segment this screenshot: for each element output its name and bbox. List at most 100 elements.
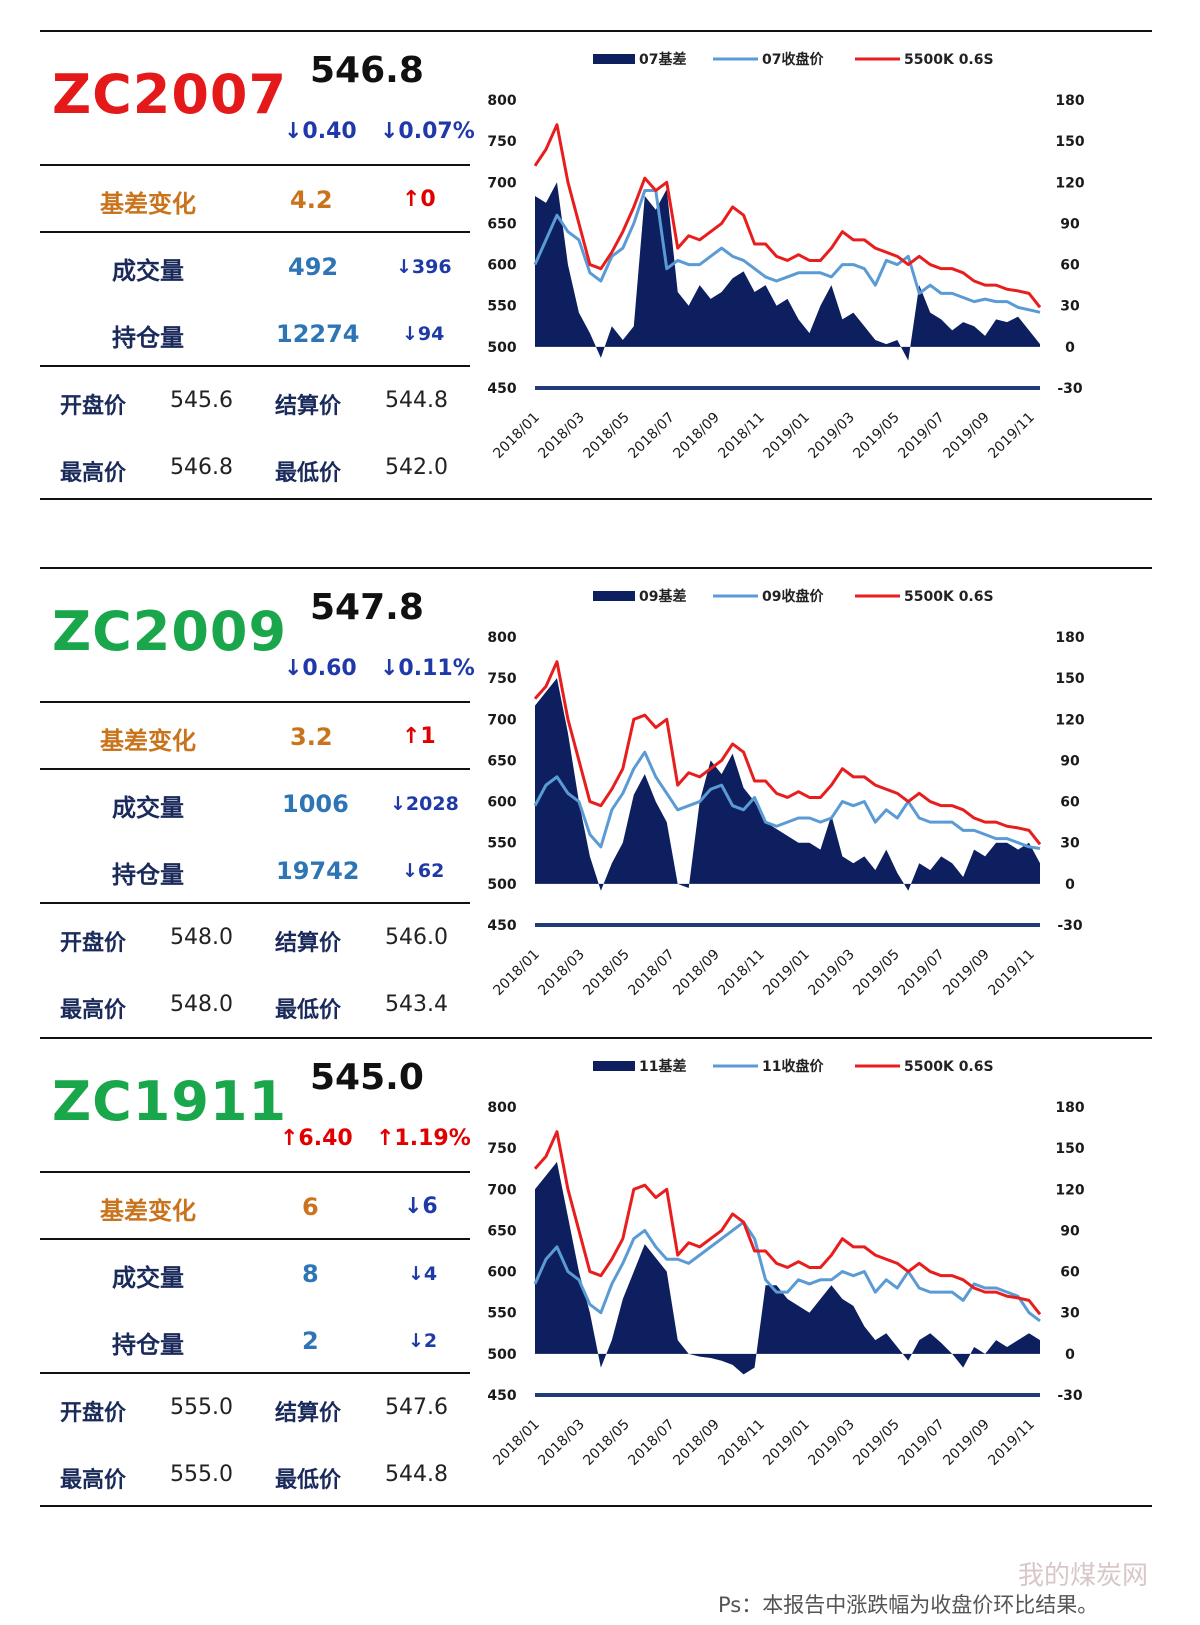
y-right-tick-label: 90: [1060, 216, 1080, 232]
basis-change-delta: ↑0: [402, 187, 436, 212]
open-price-label: 开盘价: [60, 931, 127, 956]
y-right-tick-label: 0: [1065, 1347, 1075, 1363]
section-rule: [40, 1171, 470, 1173]
x-tick-label: 2018/03: [535, 1417, 587, 1469]
x-tick-label: 2018/05: [580, 1417, 632, 1469]
settle-price-label: 结算价: [275, 931, 342, 956]
series-close-line: [533, 189, 1041, 314]
x-tick-label: 2018/07: [625, 947, 677, 999]
y-right-tick-label: 30: [1060, 1306, 1080, 1322]
volume-value: 8: [302, 1260, 319, 1288]
y-right-tick-label: 90: [1060, 1223, 1080, 1239]
panel-bottom-rule: [40, 498, 1152, 500]
section-rule: [40, 1372, 470, 1374]
basis-change-value: 4.2: [290, 186, 333, 214]
contract-panel-zc1911: ZC1911 545.0 ↑6.40 ↑1.19% 基差变化 6 ↓6 成交量 …: [40, 1007, 1160, 1527]
low-price-value: 542.0: [385, 455, 448, 480]
x-tick-label: 2019/01: [760, 947, 812, 999]
open-price-value: 548.0: [170, 925, 233, 950]
y-right-tick-label: 60: [1060, 1265, 1080, 1281]
y-right-tick-label: -30: [1057, 918, 1083, 934]
y-left-tick-label: 750: [487, 1141, 516, 1157]
y-right-tick-label: 90: [1060, 753, 1080, 769]
legend-swatch: [593, 1061, 635, 1071]
section-rule: [40, 701, 470, 703]
low-price-value: 543.4: [385, 992, 448, 1017]
settle-price-value: 546.0: [385, 925, 448, 950]
y-left-tick-label: 550: [487, 1306, 516, 1322]
y-right-tick-label: 150: [1055, 134, 1084, 150]
series-close-line: [533, 1220, 1041, 1323]
open-interest-delta: ↓2: [408, 1330, 438, 1352]
x-tick-label: 2018/01: [490, 410, 542, 462]
last-price: 545.0: [310, 1057, 424, 1098]
legend-label: 11收盘价: [762, 1058, 824, 1075]
x-tick-label: 2019/07: [895, 1417, 947, 1469]
section-rule: [40, 1238, 470, 1240]
series-basis-area: [535, 1161, 1040, 1375]
last-price: 547.8: [310, 587, 424, 628]
settle-price-label: 结算价: [275, 394, 342, 419]
y-left-tick-label: 800: [487, 1100, 516, 1116]
contract-code: ZC2007: [52, 63, 288, 126]
section-rule: [40, 902, 470, 904]
x-tick-label: 2018/05: [580, 410, 632, 462]
volume-label: 成交量: [112, 257, 184, 285]
y-right-tick-label: 30: [1060, 299, 1080, 315]
settle-price-value: 544.8: [385, 388, 448, 413]
basis-change-delta: ↓6: [404, 1194, 438, 1219]
y-left-tick-label: 800: [487, 630, 516, 646]
x-tick-label: 2019/01: [760, 1417, 812, 1469]
contract-code: ZC1911: [52, 1070, 288, 1133]
volume-delta: ↓2028: [390, 793, 459, 815]
y-left-tick-label: 750: [487, 671, 516, 687]
y-left-tick-label: 450: [487, 1388, 516, 1404]
y-left-tick-label: 650: [487, 753, 516, 769]
section-rule: [40, 164, 470, 166]
low-price-label: 最低价: [275, 461, 342, 486]
x-tick-label: 2018/09: [670, 947, 722, 999]
price-change-pct: ↓0.07%: [380, 119, 475, 144]
open-interest-delta: ↓94: [402, 323, 445, 345]
open-interest-label: 持仓量: [112, 324, 184, 352]
x-tick-label: 2018/11: [715, 1417, 767, 1469]
x-tick-label: 2019/09: [940, 947, 992, 999]
basis-chart-zc2007: 07基差 07收盘价 5500K 0.6S450500550600650700750…: [487, 51, 1084, 462]
y-right-tick-label: 180: [1055, 630, 1084, 646]
y-left-tick-label: 700: [487, 712, 516, 728]
y-left-tick-label: 450: [487, 918, 516, 934]
legend-swatch: [593, 591, 635, 601]
x-tick-label: 2019/05: [850, 410, 902, 462]
series-basis-area: [535, 182, 1040, 361]
volume-delta: ↓396: [396, 256, 452, 278]
y-right-tick-label: 150: [1055, 671, 1084, 687]
x-tick-label: 2019/03: [805, 410, 857, 462]
y-left-tick-label: 550: [487, 299, 516, 315]
high-price-label: 最高价: [60, 461, 127, 486]
contract-panel-zc2009: ZC2009 547.8 ↓0.60 ↓0.11% 基差变化 3.2 ↑1 成交…: [40, 537, 1160, 1057]
open-price-label: 开盘价: [60, 1401, 127, 1426]
open-price-label: 开盘价: [60, 394, 127, 419]
x-tick-label: 2019/05: [850, 1417, 902, 1469]
series-spot-line: [533, 660, 1042, 846]
y-left-tick-label: 800: [487, 93, 516, 109]
y-left-tick-label: 650: [487, 216, 516, 232]
y-left-tick-label: 600: [487, 258, 516, 274]
legend-label: 09基差: [639, 588, 686, 605]
y-right-tick-label: 180: [1055, 1100, 1084, 1116]
x-tick-label: 2019/01: [760, 410, 812, 462]
y-right-tick-label: 150: [1055, 1141, 1084, 1157]
legend-label: 5500K 0.6S: [904, 52, 994, 68]
volume-label: 成交量: [112, 1264, 184, 1292]
y-right-tick-label: 30: [1060, 836, 1080, 852]
open-price-value: 545.6: [170, 388, 233, 413]
open-interest-delta: ↓62: [402, 860, 445, 882]
open-interest-value: 19742: [276, 857, 360, 885]
open-interest-value: 12274: [276, 320, 360, 348]
x-tick-label: 2018/05: [580, 947, 632, 999]
x-tick-label: 2018/07: [625, 410, 677, 462]
y-left-tick-label: 650: [487, 1223, 516, 1239]
y-right-tick-label: 180: [1055, 93, 1084, 109]
x-tick-label: 2019/09: [940, 1417, 992, 1469]
x-tick-label: 2018/07: [625, 1417, 677, 1469]
